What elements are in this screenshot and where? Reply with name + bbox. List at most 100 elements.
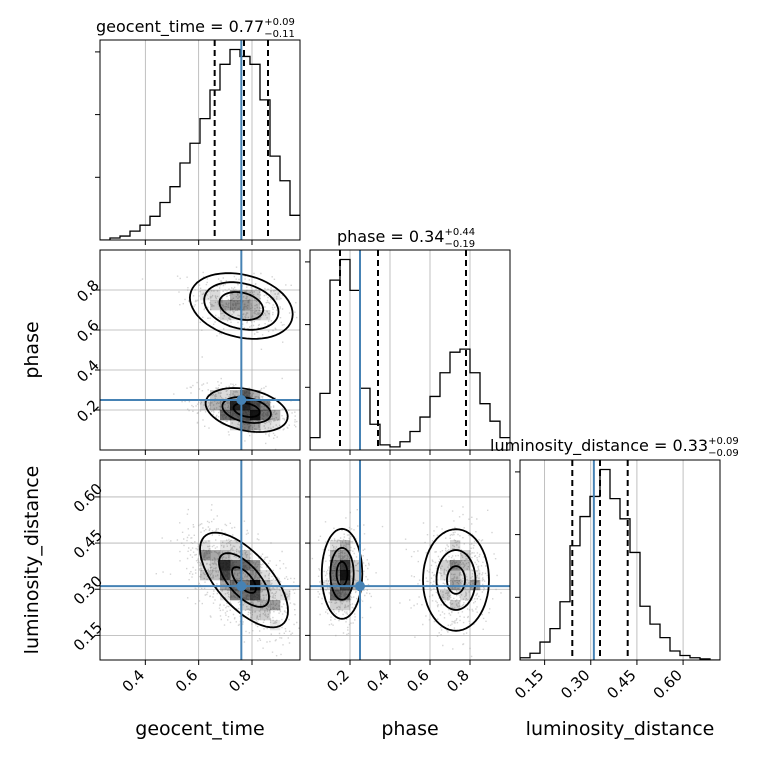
- density-bin: [260, 310, 271, 321]
- density-bin: [230, 540, 241, 551]
- histogram-bar: [580, 517, 590, 660]
- density-bin: [220, 550, 231, 561]
- histogram-bar: [150, 216, 160, 240]
- density-bin: [260, 610, 271, 621]
- density-bin: [210, 560, 221, 571]
- panel-phase-vs-luminosity-distance: 0.2 0.4 0.6 0.8: [305, 459, 511, 696]
- histogram-bar: [540, 642, 550, 660]
- x-tick-label-luminosity-distance: 0.15: [511, 666, 547, 702]
- density-bin: [250, 570, 261, 581]
- density-bin: [230, 570, 241, 581]
- histogram-bar: [600, 470, 610, 660]
- x-tick-label-geocent-time: 0.4: [119, 666, 149, 696]
- density-bin: [270, 600, 281, 611]
- density-bin: [250, 290, 261, 301]
- density-bin: [450, 580, 461, 591]
- x-tick-label-luminosity-distance: 0.60: [650, 666, 686, 702]
- density-bin: [230, 310, 241, 321]
- density-bin: [220, 570, 231, 581]
- density-bin: [240, 560, 251, 571]
- density-bin: [260, 590, 271, 601]
- density-bin: [240, 570, 251, 581]
- histogram-bar: [490, 421, 500, 450]
- density-bin: [240, 300, 251, 311]
- y-tick-label-luminosity-distance: 0.60: [70, 480, 106, 516]
- title-geocent-time: geocent_time = 0.77+0.09 −0.11: [96, 17, 295, 40]
- y-tick-label-luminosity-distance: 0.30: [70, 572, 106, 608]
- density-bin: [240, 600, 251, 611]
- title-geocent-time-plus: +0.09: [264, 17, 295, 28]
- y-tick-label-luminosity-distance: 0.45: [70, 526, 106, 562]
- histogram-luminosity-distance: [520, 468, 720, 660]
- contour-line: [446, 565, 466, 595]
- histogram-bar: [660, 638, 670, 660]
- histogram-bar: [350, 290, 360, 450]
- histogram-bar: [610, 499, 620, 660]
- density-bin: [330, 550, 341, 561]
- density-bin: [200, 550, 211, 561]
- histogram-bar: [270, 156, 280, 240]
- density-bin: [330, 540, 341, 551]
- density-bin: [340, 600, 351, 611]
- truth-point: [236, 581, 247, 592]
- density-bin: [220, 580, 231, 591]
- histogram-bar: [450, 352, 460, 450]
- x-tick-label-luminosity-distance: 0.30: [557, 666, 593, 702]
- histogram-bar: [310, 438, 320, 450]
- density-bin: [440, 590, 451, 601]
- histogram-bar: [480, 404, 490, 450]
- xlabel-geocent-time: geocent_time: [135, 718, 264, 740]
- density-bin: [240, 290, 251, 301]
- density-bin: [240, 310, 251, 321]
- density-bin: [220, 400, 231, 411]
- y-tick-label-luminosity-distance: 0.15: [70, 618, 106, 654]
- density-bin: [330, 600, 341, 611]
- contour-line: [231, 566, 257, 594]
- density-bin: [210, 400, 221, 411]
- density-bin: [450, 540, 461, 551]
- panel-phase-hist: [305, 249, 511, 455]
- x-tick-label-geocent-time: 0.8: [225, 666, 255, 696]
- density-bin: [220, 310, 231, 321]
- density-bin: [450, 560, 461, 571]
- contour-line: [335, 560, 349, 587]
- histogram-bar: [380, 445, 390, 450]
- density-bin: [250, 560, 261, 571]
- y-tick-label-phase: 0.2: [73, 396, 103, 426]
- density-bin: [220, 390, 231, 401]
- contour-line: [422, 528, 490, 632]
- density-bin: [200, 540, 211, 551]
- posterior-samples: [141, 266, 300, 450]
- histogram-bar: [170, 187, 180, 240]
- histogram-bar: [670, 651, 680, 660]
- panel-content: [310, 250, 510, 450]
- histogram-bar: [470, 373, 480, 450]
- y-tick-label-phase: 0.6: [73, 316, 103, 346]
- density-bin: [210, 570, 221, 581]
- density-bin: [260, 570, 271, 581]
- histogram-bar: [200, 119, 210, 240]
- density-bin: [250, 590, 261, 601]
- density-bin: [250, 310, 261, 321]
- truth-point: [355, 581, 365, 592]
- density-bin: [270, 290, 281, 301]
- density-bin: [230, 580, 241, 591]
- density-bin: [250, 420, 261, 431]
- density-bin: [240, 400, 251, 411]
- histogram-bar: [280, 181, 290, 240]
- density-bin: [330, 570, 341, 581]
- density-bin: [220, 590, 231, 601]
- title-phase-minus: −0.19: [445, 239, 476, 250]
- x-tick-label-phase: 0.2: [323, 666, 353, 696]
- histogram-bar: [320, 393, 330, 450]
- histogram-bar: [370, 424, 380, 450]
- density-bin: [270, 620, 281, 631]
- contour-line: [218, 552, 270, 608]
- panel-content: [310, 460, 510, 660]
- histogram-bar: [290, 215, 300, 240]
- contour-line: [232, 402, 261, 418]
- panel-geocent-time-vs-luminosity-distance: 0.4 0.6 0.8 0.15 0.30 0.45 0.60: [70, 459, 301, 696]
- density-bin: [230, 410, 241, 421]
- density-bin: [250, 610, 261, 621]
- histogram-bar: [440, 373, 450, 450]
